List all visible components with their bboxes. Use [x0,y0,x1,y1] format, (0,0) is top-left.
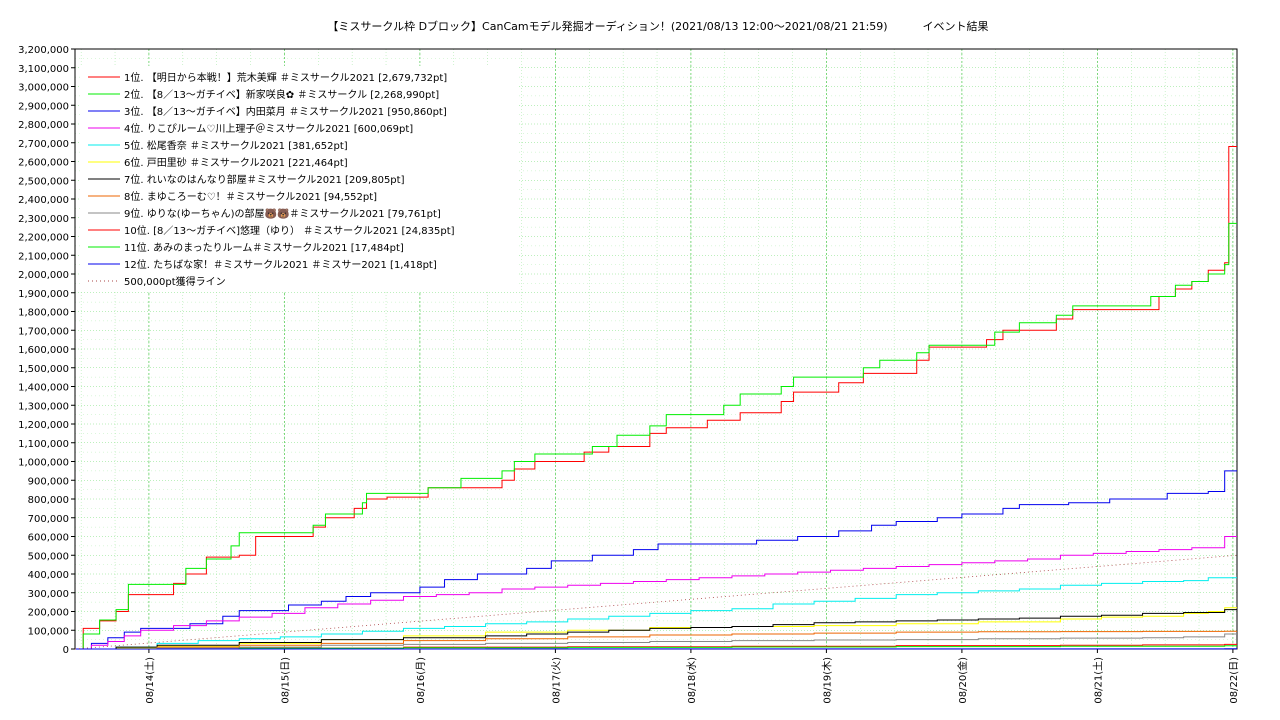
y-tick-label: 2,100,000 [18,251,69,262]
series-line-9 [75,633,1237,650]
y-tick-label: 2,800,000 [18,120,69,131]
legend-label: 10位. [8／13〜ガチイベ]悠理（ゆり） ＃ミスサークル2021 [24,8… [124,224,455,237]
x-tick-label: 08/20(金) [956,657,969,704]
y-tick-label: 2,500,000 [18,176,69,187]
x-tick-label: 08/16(月) [415,657,427,704]
y-tick-label: 500,000 [28,551,69,562]
y-tick-label: 200,000 [28,608,69,619]
y-tick-label: 2,900,000 [18,101,69,112]
y-tick-label: 1,200,000 [18,420,69,431]
chart-title: 【ミスサークル枠 Dブロック】CanCamモデル発掘オーディション！(2021/… [327,20,989,33]
y-tick-label: 1,300,000 [18,401,69,412]
legend: 1位. 【明日から本戦！】荒木美輝 ＃ミスサークル2021 [2,679,732… [80,66,518,292]
y-tick-label: 800,000 [28,495,69,506]
legend-label: 7位. れいなのはんなり部屋＃ミスサークル2021 [209,805pt] [124,173,405,186]
legend-label: 1位. 【明日から本戦！】荒木美輝 ＃ミスサークル2021 [2,679,732… [124,71,447,84]
y-tick-label: 1,700,000 [18,326,69,337]
y-tick-label: 2,000,000 [18,270,69,281]
y-tick-label: 700,000 [28,514,69,525]
series-line-3 [75,470,1237,650]
y-tick-label: 3,000,000 [18,83,69,94]
legend-label: 3位. 【8／13〜ガチイベ】内田菜月 ＃ミスサークル2021 [950,860… [124,105,447,118]
y-tick-label: 100,000 [28,626,69,637]
legend-label: 5位. 松尾香奈 ＃ミスサークル2021 [381,652pt] [124,139,348,152]
legend-label: 500,000pt獲得ライン [124,275,226,288]
series-line-11 [75,645,1237,650]
series-line-4 [75,536,1237,650]
x-tick-label: 08/14(土) [143,657,156,704]
y-tick-label: 3,200,000 [18,45,69,56]
y-tick-label: 2,400,000 [18,195,69,206]
y-tick-label: 1,000,000 [18,458,69,469]
legend-label: 12位. たちばな家！＃ミスサークル2021 ＃ミスサー2021 [1,418p… [124,258,437,271]
y-tick-label: 1,400,000 [18,383,69,394]
legend-background [80,66,518,292]
y-tick-label: 3,100,000 [18,64,69,75]
series-line-7 [75,609,1237,650]
x-tick-label: 08/19(木) [821,657,833,704]
y-tick-label: 400,000 [28,570,69,581]
y-tick-label: 1,100,000 [18,439,69,450]
legend-label: 8位. まゆころーむ♡！＃ミスサークル2021 [94,552pt] [124,190,377,203]
legend-label: 2位. 【8／13〜ガチイベ】新家咲良✿ ＃ミスサークル [2,268,990p… [124,88,439,101]
x-tick-label: 08/21(土) [1091,657,1104,704]
y-tick-label: 600,000 [28,533,69,544]
y-tick-label: 900,000 [28,476,69,487]
y-tick-label: 2,700,000 [18,139,69,150]
y-tick-label: 300,000 [28,589,69,600]
legend-label: 11位. あみのまったりルーム＃ミスサークル2021 [17,484pt] [124,241,404,254]
legend-label: 6位. 戸田里砂 ＃ミスサークル2021 [221,464pt] [124,156,348,169]
x-tick-label: 08/18(水) [686,657,698,704]
y-tick-label: 2,600,000 [18,158,69,169]
series-line-2 [75,222,1237,650]
y-tick-label: 2,300,000 [18,214,69,225]
series-line-5 [75,577,1237,650]
series-lines [74,146,1238,650]
y-tick-label: 1,800,000 [18,308,69,319]
y-tick-label: 1,500,000 [18,364,69,375]
y-tick-label: 0 [63,645,69,656]
x-tick-label: 08/17(火) [550,657,562,704]
x-tick-label: 08/15(日) [280,657,291,704]
legend-label: 4位. りこぴルーム♡川上理子＠ミスサークル2021 [600,069pt] [124,122,413,135]
y-tick-label: 1,600,000 [18,345,69,356]
legend-label: 9位. ゆりな(ゆーちゃん)の部屋🐻🐻＃ミスサークル2021 [79,761pt… [124,207,441,220]
y-tick-label: 1,900,000 [18,289,69,300]
series-line-8 [75,630,1237,650]
y-tick-label: 2,200,000 [18,233,69,244]
x-tick-label: 08/22(日) [1229,657,1240,704]
